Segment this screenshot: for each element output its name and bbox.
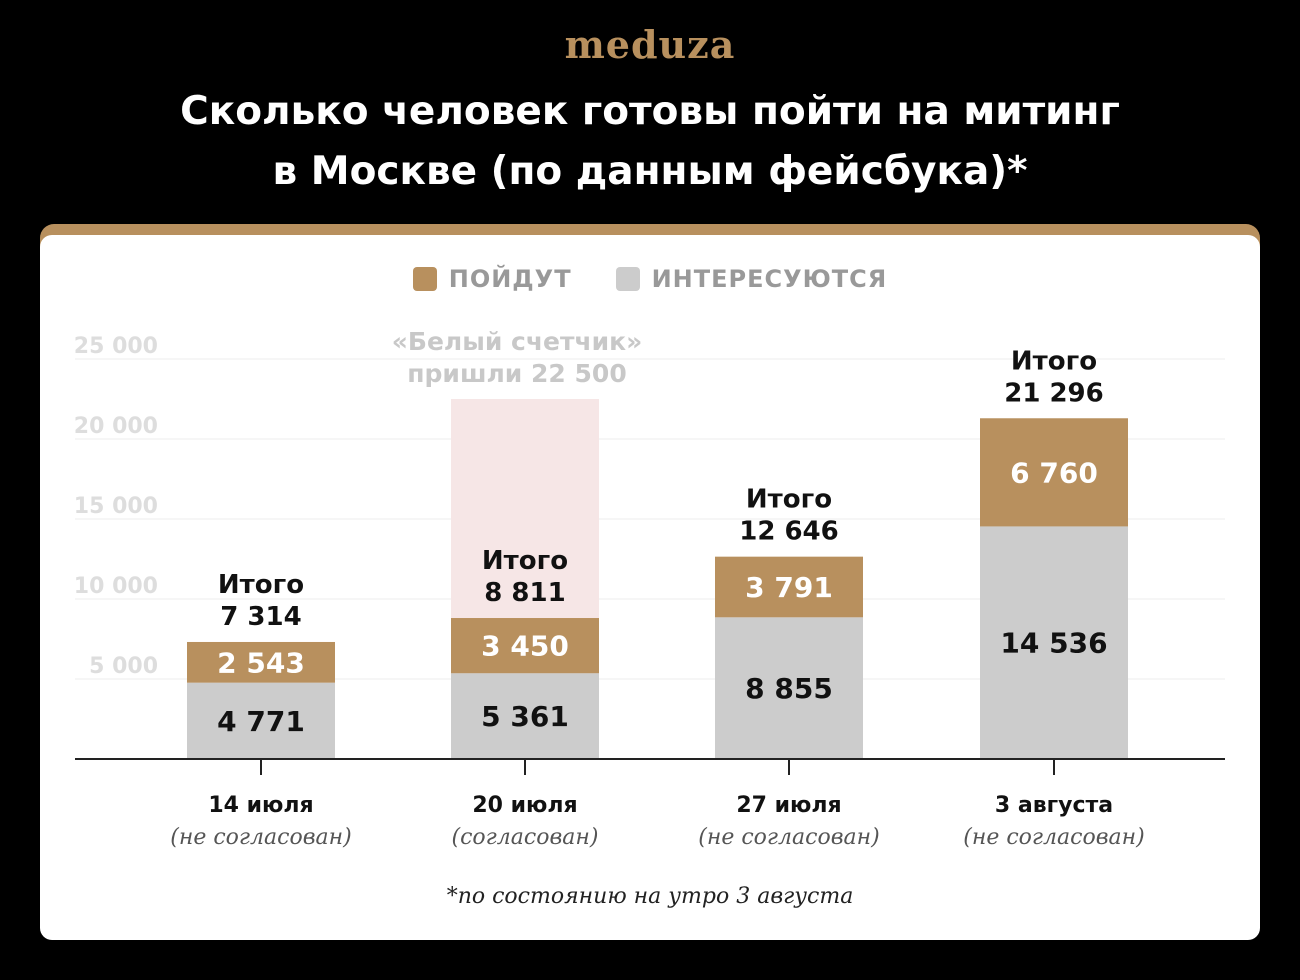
label-interested-3: 14 536: [1000, 627, 1107, 660]
y-tick-label-25000: 25 000: [74, 334, 158, 359]
chart-title: Сколько человек готовы пойти на митинг в…: [0, 82, 1300, 202]
legend-label-going: ПОЙДУТ: [448, 265, 572, 293]
label-interested-0: 4 771: [217, 705, 305, 738]
total-word-3: Итого: [1011, 346, 1097, 376]
legend-swatch-going: [412, 267, 437, 291]
label-going-1: 3 450: [481, 630, 569, 663]
bar-interested-2: [715, 617, 863, 759]
x-category-label-1: 20 июля: [472, 793, 577, 818]
legend-swatch-interested: [615, 267, 640, 291]
bar-interested-1: [451, 673, 599, 759]
title-line-1: Сколько человек готовы пойти на митинг: [180, 89, 1120, 134]
bar-going-1: [451, 618, 599, 674]
total-value-3: 21 296: [1004, 378, 1104, 408]
title-line-2: в Москве (по данным фейсбука)*: [272, 149, 1028, 194]
x-category-note-1: (согласован): [452, 825, 599, 850]
total-value-2: 12 646: [739, 517, 839, 547]
x-category-label-0: 14 июля: [208, 793, 313, 818]
bar-going-0: [187, 641, 335, 683]
y-tick-label-10000: 10 000: [74, 574, 158, 599]
total-word-2: Итого: [746, 485, 832, 515]
legend-item-interested: ИНТЕРЕСУЮТСЯ: [615, 265, 888, 293]
legend-item-going: ПОЙДУТ: [412, 265, 572, 293]
total-word-1: Итого: [482, 546, 568, 576]
y-tick-label-15000: 15 000: [74, 494, 158, 519]
footnote: *по состоянию на утро 3 августа: [446, 884, 854, 909]
x-category-note-0: (не согласован): [170, 825, 351, 850]
annotation-line-1: «Белый счетчик»: [392, 327, 643, 356]
total-word-0: Итого: [218, 570, 304, 600]
meduza-logo: meduza: [564, 22, 736, 67]
label-going-3: 6 760: [1010, 456, 1098, 489]
x-category-note-3: (не согласован): [963, 825, 1144, 850]
y-tick-label-20000: 20 000: [74, 414, 158, 439]
label-going-0: 2 543: [217, 646, 305, 679]
bar-interested-0: [187, 682, 335, 759]
bar-going-2: [715, 556, 863, 618]
legend-label-interested: ИНТЕРЕСУЮТСЯ: [651, 265, 888, 293]
x-category-note-2: (не согласован): [698, 825, 879, 850]
bar-interested-3: [980, 526, 1128, 759]
x-category-label-2: 27 июля: [736, 793, 841, 818]
legend: ПОЙДУТ ИНТЕРЕСУЮТСЯ: [0, 265, 1300, 293]
label-interested-2: 8 855: [745, 672, 833, 705]
total-value-1: 8 811: [484, 578, 565, 608]
label-interested-1: 5 361: [481, 700, 569, 733]
total-value-0: 7 314: [220, 602, 301, 632]
y-tick-label-5000: 5 000: [89, 654, 158, 679]
annotation-line-2: пришли 22 500: [407, 359, 626, 388]
bar-going-3: [980, 418, 1128, 527]
label-going-2: 3 791: [745, 571, 833, 604]
x-category-label-3: 3 августа: [995, 793, 1113, 818]
